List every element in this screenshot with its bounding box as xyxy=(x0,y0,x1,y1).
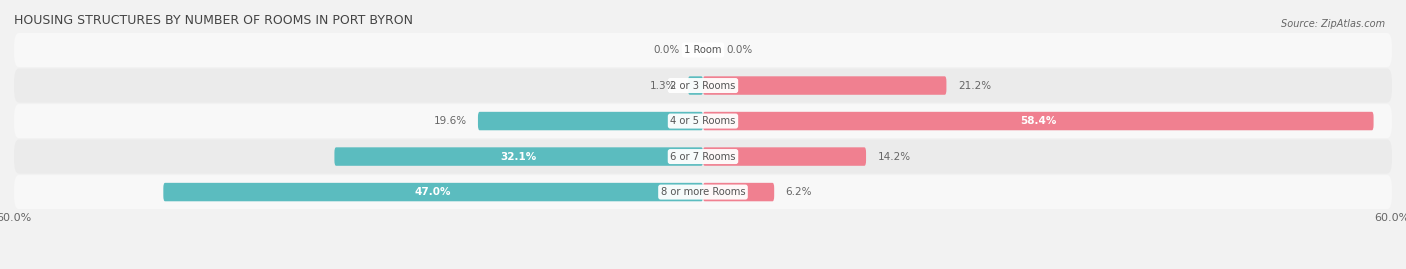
FancyBboxPatch shape xyxy=(478,112,703,130)
Text: 6.2%: 6.2% xyxy=(786,187,813,197)
Text: 58.4%: 58.4% xyxy=(1021,116,1056,126)
Text: 47.0%: 47.0% xyxy=(415,187,451,197)
FancyBboxPatch shape xyxy=(14,140,1392,174)
Text: 0.0%: 0.0% xyxy=(654,45,681,55)
Text: 19.6%: 19.6% xyxy=(433,116,467,126)
FancyBboxPatch shape xyxy=(703,76,946,95)
FancyBboxPatch shape xyxy=(703,112,1374,130)
FancyBboxPatch shape xyxy=(703,183,775,201)
Text: 1 Room: 1 Room xyxy=(685,45,721,55)
Text: 4 or 5 Rooms: 4 or 5 Rooms xyxy=(671,116,735,126)
Text: 32.1%: 32.1% xyxy=(501,151,537,162)
Text: HOUSING STRUCTURES BY NUMBER OF ROOMS IN PORT BYRON: HOUSING STRUCTURES BY NUMBER OF ROOMS IN… xyxy=(14,14,413,27)
Text: 14.2%: 14.2% xyxy=(877,151,911,162)
FancyBboxPatch shape xyxy=(703,147,866,166)
Text: Source: ZipAtlas.com: Source: ZipAtlas.com xyxy=(1281,19,1385,29)
FancyBboxPatch shape xyxy=(14,104,1392,138)
Text: 0.0%: 0.0% xyxy=(725,45,752,55)
FancyBboxPatch shape xyxy=(688,76,703,95)
Text: 8 or more Rooms: 8 or more Rooms xyxy=(661,187,745,197)
FancyBboxPatch shape xyxy=(163,183,703,201)
FancyBboxPatch shape xyxy=(14,175,1392,209)
Text: 6 or 7 Rooms: 6 or 7 Rooms xyxy=(671,151,735,162)
Text: 21.2%: 21.2% xyxy=(957,80,991,91)
FancyBboxPatch shape xyxy=(14,69,1392,102)
FancyBboxPatch shape xyxy=(335,147,703,166)
FancyBboxPatch shape xyxy=(14,33,1392,67)
Text: 1.3%: 1.3% xyxy=(650,80,676,91)
Text: 2 or 3 Rooms: 2 or 3 Rooms xyxy=(671,80,735,91)
